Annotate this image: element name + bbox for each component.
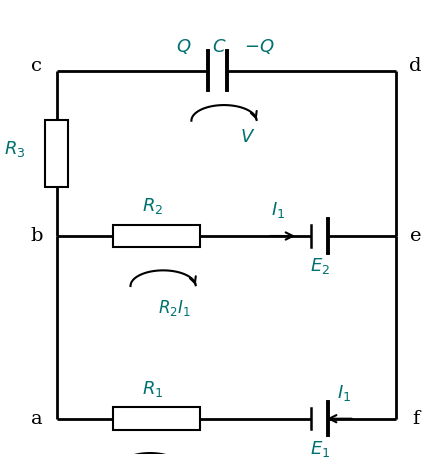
Text: f: f	[411, 410, 418, 428]
Text: $R_1$: $R_1$	[141, 379, 163, 399]
Text: c: c	[31, 58, 43, 76]
Text: $V$: $V$	[240, 128, 255, 146]
Text: $Q$: $Q$	[176, 37, 191, 56]
Text: $E_2$: $E_2$	[309, 256, 329, 277]
Text: $-Q$: $-Q$	[244, 37, 274, 56]
Text: d: d	[408, 58, 421, 76]
Bar	[113, 407, 200, 430]
Text: $E_1$: $E_1$	[309, 439, 329, 459]
Text: $R_3$: $R_3$	[4, 139, 26, 159]
Text: e: e	[409, 227, 420, 245]
Text: $R_2I_1$: $R_2I_1$	[157, 298, 190, 318]
Bar	[45, 119, 68, 187]
Text: $I_1$: $I_1$	[271, 200, 285, 220]
Text: a: a	[31, 410, 43, 428]
Text: b: b	[31, 227, 43, 245]
Text: $I_1$: $I_1$	[336, 383, 350, 403]
Text: $R_2$: $R_2$	[141, 196, 162, 217]
Bar	[113, 225, 200, 247]
Text: $C$: $C$	[211, 38, 226, 56]
